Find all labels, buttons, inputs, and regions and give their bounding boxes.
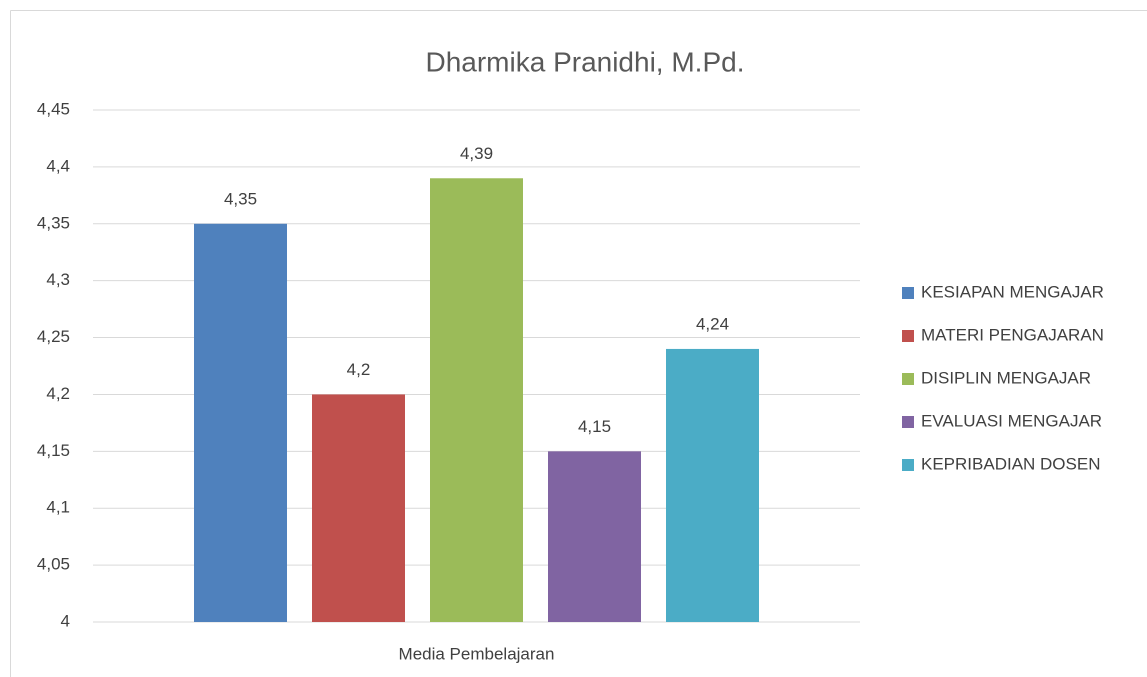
x-tick-label: Media Pembelajaran	[399, 644, 555, 663]
y-tick-label: 4,4	[46, 156, 70, 175]
legend-label: KEPRIBADIAN DOSEN	[921, 454, 1101, 473]
bar	[666, 348, 759, 622]
y-tick-label: 4,45	[37, 99, 70, 118]
bar	[194, 223, 287, 622]
y-tick-label: 4,05	[37, 555, 70, 574]
data-label: 4,39	[460, 144, 493, 163]
legend-swatch	[902, 330, 914, 342]
legend-label: EVALUASI MENGAJAR	[921, 411, 1102, 430]
legend-swatch	[902, 373, 914, 385]
y-tick-label: 4,25	[37, 327, 70, 346]
legend-swatch	[902, 416, 914, 428]
y-tick-label: 4	[61, 611, 70, 630]
legend-swatch	[902, 287, 914, 299]
bar	[430, 178, 523, 622]
data-label: 4,2	[347, 360, 371, 379]
data-label: 4,24	[696, 314, 729, 333]
bar	[312, 394, 405, 622]
legend-label: MATERI PENGAJARAN	[921, 325, 1104, 344]
data-label: 4,15	[578, 417, 611, 436]
y-tick-label: 4,15	[37, 441, 70, 460]
bar	[548, 451, 641, 622]
legend-swatch	[902, 459, 914, 471]
y-tick-label: 4,1	[46, 498, 70, 517]
y-tick-label: 4,35	[37, 213, 70, 232]
chart-title: Dharmika Pranidhi, M.Pd.	[425, 46, 744, 77]
y-tick-label: 4,3	[46, 270, 70, 289]
legend-label: DISIPLIN MENGAJAR	[921, 368, 1091, 387]
y-tick-label: 4,2	[46, 384, 70, 403]
data-label: 4,35	[224, 189, 257, 208]
legend-label: KESIAPAN MENGAJAR	[921, 282, 1104, 301]
